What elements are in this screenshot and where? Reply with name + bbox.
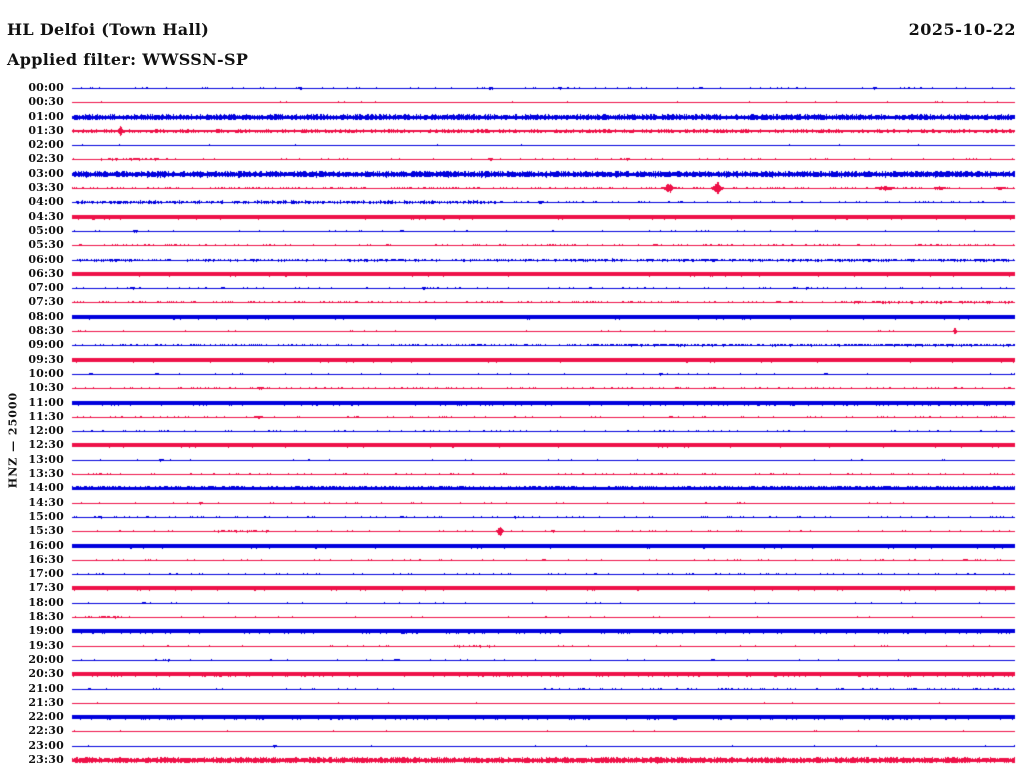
time-label: 16:00	[28, 538, 64, 552]
time-label: 06:00	[28, 252, 64, 266]
time-label: 01:00	[28, 109, 64, 123]
time-label: 19:30	[28, 638, 64, 652]
time-label: 04:00	[28, 195, 64, 209]
time-label: 04:30	[28, 209, 64, 223]
time-label: 13:30	[28, 467, 64, 481]
time-label: 20:30	[28, 667, 64, 681]
time-label: 17:00	[28, 567, 64, 581]
time-label: 13:00	[28, 452, 64, 466]
time-label: 11:00	[28, 395, 64, 409]
time-label: 07:00	[28, 281, 64, 295]
time-label: 11:30	[28, 409, 64, 423]
time-label: 09:00	[28, 338, 64, 352]
time-label: 15:00	[28, 509, 64, 523]
time-label: 02:00	[28, 138, 64, 152]
time-label: 15:30	[28, 524, 64, 538]
time-label: 00:00	[28, 81, 64, 94]
time-label: 20:00	[28, 652, 64, 666]
time-label: 03:30	[28, 181, 64, 195]
time-label: 02:30	[28, 152, 64, 166]
time-label: 22:00	[28, 710, 64, 724]
time-label: 12:00	[28, 424, 64, 438]
time-label: 10:30	[28, 381, 64, 395]
time-label: 08:00	[28, 309, 64, 323]
time-label: 19:00	[28, 624, 64, 638]
time-label: 06:30	[28, 266, 64, 280]
time-label: 14:00	[28, 481, 64, 495]
time-label: 21:00	[28, 681, 64, 695]
time-label: 14:30	[28, 495, 64, 509]
time-label: 05:30	[28, 238, 64, 252]
time-label: 08:30	[28, 324, 64, 338]
time-label: 09:30	[28, 352, 64, 366]
time-label: 05:00	[28, 223, 64, 237]
time-label: 21:30	[28, 695, 64, 709]
time-label: 22:30	[28, 724, 64, 738]
time-label: 17:30	[28, 581, 64, 595]
time-label: 23:00	[28, 738, 64, 752]
time-label: 16:30	[28, 552, 64, 566]
time-label: 07:30	[28, 295, 64, 309]
time-label: 01:30	[28, 123, 64, 137]
time-label: 12:30	[28, 438, 64, 452]
time-label: 23:30	[28, 753, 64, 766]
time-label: 18:00	[28, 595, 64, 609]
time-label: 03:00	[28, 166, 64, 180]
time-label: 10:00	[28, 366, 64, 380]
time-label: 00:30	[28, 95, 64, 109]
time-label: 18:30	[28, 610, 64, 624]
